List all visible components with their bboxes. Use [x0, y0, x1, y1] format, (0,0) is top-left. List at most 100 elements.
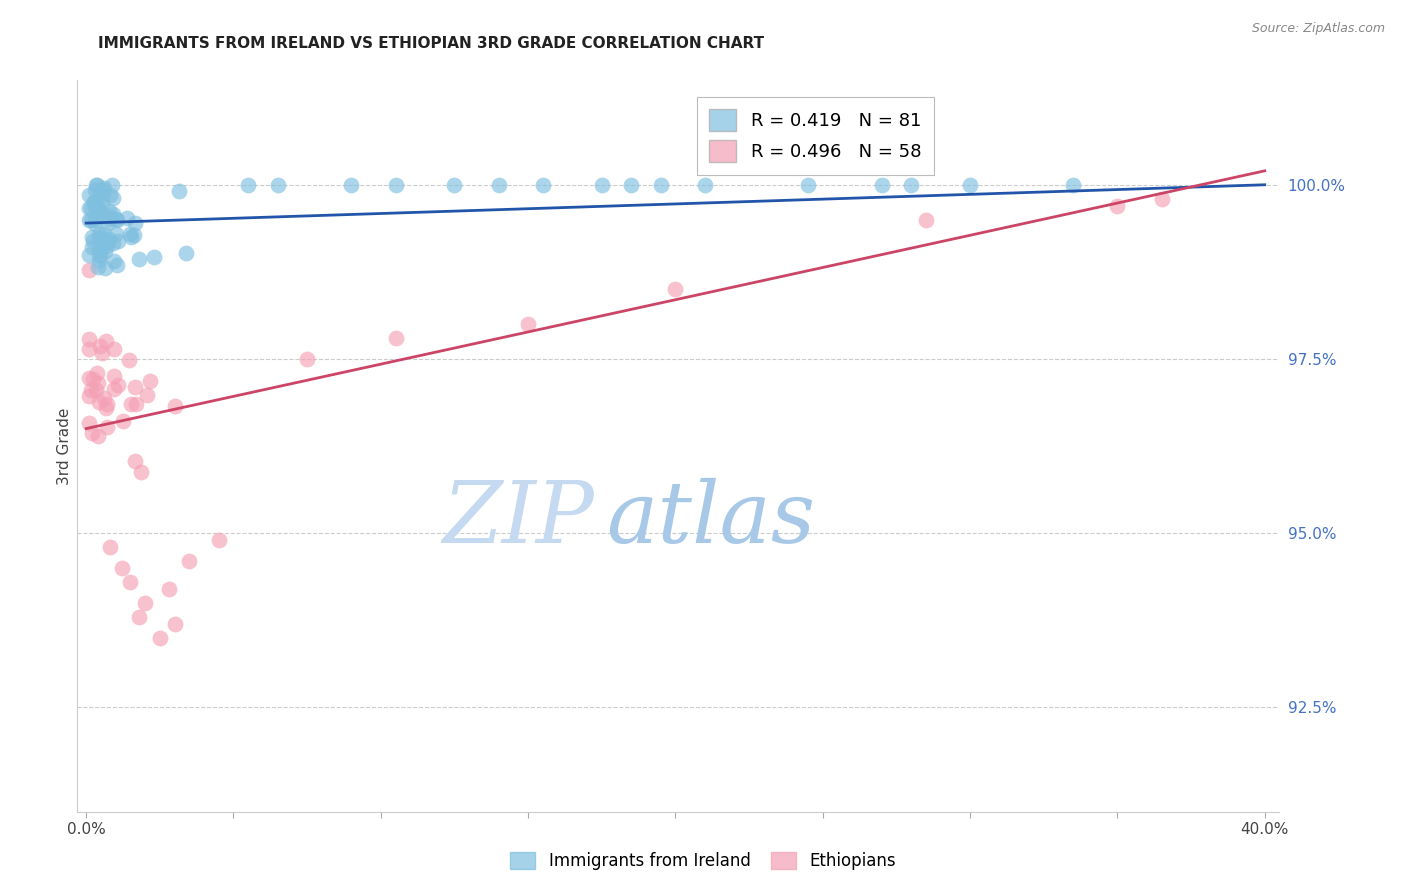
- Point: [165, 399, 187, 413]
- Point: [591, 178, 613, 192]
- Point: [89, 247, 111, 261]
- Point: [103, 207, 125, 221]
- Point: [122, 227, 145, 242]
- Point: [89, 227, 111, 241]
- Point: [128, 252, 150, 267]
- Point: [384, 331, 406, 345]
- Point: [915, 212, 938, 227]
- Point: [118, 227, 141, 241]
- Point: [77, 416, 100, 430]
- Point: [89, 248, 111, 262]
- Point: [91, 346, 114, 360]
- Point: [179, 554, 201, 568]
- Point: [86, 178, 108, 192]
- Point: [96, 397, 118, 411]
- Point: [101, 191, 124, 205]
- Point: [83, 182, 105, 196]
- Point: [169, 184, 191, 198]
- Point: [143, 250, 166, 264]
- Text: atlas: atlas: [606, 478, 815, 560]
- Point: [103, 254, 125, 268]
- Point: [77, 201, 100, 215]
- Point: [959, 178, 981, 192]
- Point: [149, 631, 172, 645]
- Point: [103, 368, 125, 383]
- Point: [117, 211, 139, 225]
- Point: [531, 178, 554, 192]
- Point: [111, 414, 134, 428]
- Point: [517, 317, 540, 331]
- Point: [91, 240, 114, 254]
- Point: [77, 187, 100, 202]
- Point: [82, 371, 104, 385]
- Point: [124, 380, 146, 394]
- Point: [77, 342, 100, 356]
- Point: [79, 389, 101, 403]
- Point: [118, 352, 141, 367]
- Point: [91, 233, 114, 247]
- Point: [163, 616, 186, 631]
- Point: [120, 397, 142, 411]
- Point: [101, 178, 124, 192]
- Point: [650, 178, 672, 192]
- Point: [267, 178, 290, 192]
- Point: [124, 216, 146, 230]
- Point: [384, 178, 406, 192]
- Point: [89, 339, 111, 353]
- Point: [664, 282, 686, 296]
- Point: [77, 263, 100, 277]
- Point: [87, 394, 110, 409]
- Point: [82, 230, 104, 244]
- Point: [900, 178, 922, 192]
- Point: [208, 533, 231, 547]
- Point: [139, 374, 162, 388]
- Point: [89, 203, 111, 218]
- Point: [87, 376, 110, 390]
- Point: [82, 234, 104, 248]
- Point: [90, 198, 112, 212]
- Point: [105, 258, 128, 272]
- Point: [77, 371, 100, 385]
- Point: [77, 332, 100, 346]
- Legend: Immigrants from Ireland, Ethiopians: Immigrants from Ireland, Ethiopians: [503, 845, 903, 877]
- Point: [98, 188, 121, 202]
- Point: [870, 178, 893, 192]
- Point: [96, 239, 118, 253]
- Point: [93, 391, 115, 405]
- Point: [1150, 192, 1173, 206]
- Point: [295, 351, 318, 366]
- Point: [110, 561, 132, 575]
- Point: [797, 178, 820, 192]
- Point: [693, 178, 716, 192]
- Point: [77, 248, 100, 262]
- Point: [124, 454, 146, 468]
- Point: [87, 186, 110, 201]
- Point: [1062, 178, 1084, 192]
- Text: Source: ZipAtlas.com: Source: ZipAtlas.com: [1251, 22, 1385, 36]
- Point: [98, 203, 121, 218]
- Point: [107, 234, 129, 248]
- Legend: R = 0.419   N = 81, R = 0.496   N = 58: R = 0.419 N = 81, R = 0.496 N = 58: [696, 96, 934, 175]
- Point: [90, 230, 112, 244]
- Point: [80, 425, 103, 440]
- Point: [84, 178, 107, 192]
- Point: [97, 216, 120, 230]
- Point: [120, 230, 142, 244]
- Point: [1107, 199, 1129, 213]
- Point: [77, 213, 100, 227]
- Point: [83, 194, 105, 209]
- Point: [93, 261, 115, 276]
- Point: [87, 429, 110, 443]
- Y-axis label: 3rd Grade: 3rd Grade: [56, 408, 72, 484]
- Point: [84, 384, 107, 398]
- Point: [87, 244, 110, 258]
- Point: [238, 178, 260, 192]
- Point: [103, 383, 125, 397]
- Point: [80, 213, 103, 227]
- Text: ZIP: ZIP: [443, 478, 595, 560]
- Point: [96, 334, 118, 348]
- Point: [96, 419, 118, 434]
- Point: [136, 388, 159, 402]
- Point: [80, 201, 103, 215]
- Point: [87, 201, 110, 215]
